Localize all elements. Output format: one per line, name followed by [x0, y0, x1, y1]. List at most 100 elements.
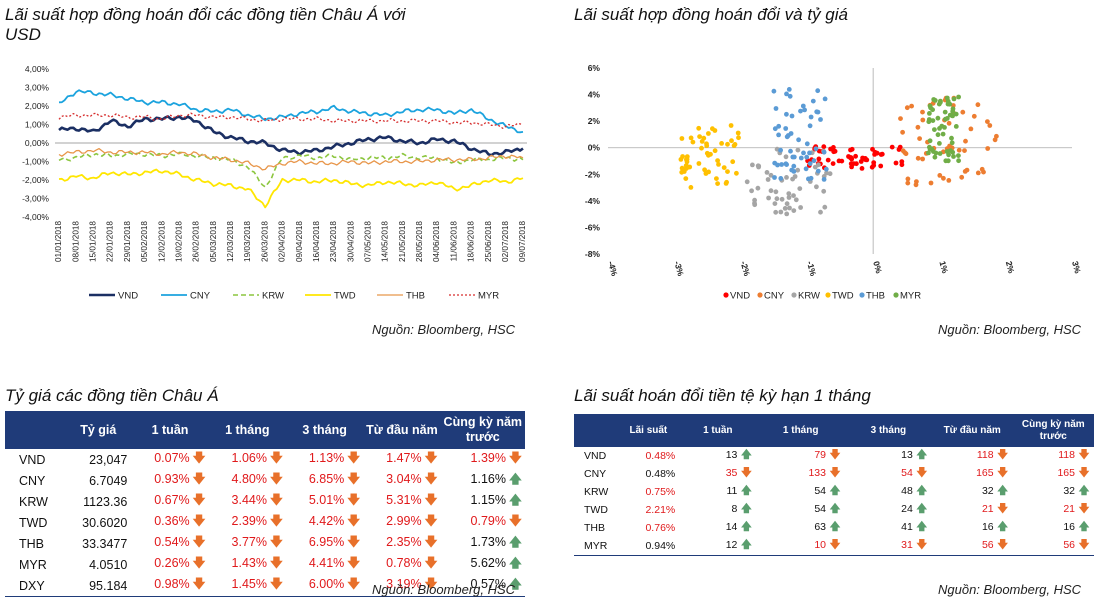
scatter-point-thb [776, 132, 781, 138]
scatter-point-twd [703, 171, 709, 176]
change-yoy-cell-value: 32 [1063, 485, 1075, 497]
arrow-down-icon: 🡇 [269, 556, 283, 570]
currency-cell: VND [5, 449, 65, 470]
scatter-point-thb [815, 168, 821, 174]
change-1w-cell: 0.98% 🡇 [131, 575, 209, 597]
swap-rate-cell: 0.48% [618, 447, 680, 465]
scatter-point-thb [772, 126, 778, 132]
x-tick-label: 23/04/2018 [329, 221, 338, 262]
change-1w-cell-value: 11 [726, 485, 738, 497]
table-row: THB 0.76% 14 🡅 63 🡅 41 🡅 16 🡅 16 🡅 [574, 519, 1094, 537]
change-3m-cell: 6.95% 🡇 [286, 533, 363, 554]
change-1m-cell-value: 54 [814, 503, 826, 515]
scatter-point-cny [909, 103, 914, 109]
scatter-point-cny [937, 173, 943, 178]
scatter-point-twd [725, 141, 730, 147]
arrow-down-icon: 🡇 [829, 467, 841, 479]
table-row: KRW 0.75% 11 🡅 54 🡅 48 🡅 32 🡅 32 🡅 [574, 483, 1094, 501]
arrow-down-icon: 🡇 [424, 514, 438, 528]
header-1m: 1 tháng [208, 411, 286, 449]
change-1w-cell-value: 8 [731, 503, 738, 515]
scatter-point-krw [827, 171, 833, 177]
change-ytd-cell-value: 2.35% [386, 535, 422, 549]
scatter-point-twd [699, 145, 704, 151]
chart1-title: Lãi suất hợp đồng hoán đổi các đồng tiền… [5, 5, 545, 45]
scatter-point-myr [937, 151, 943, 156]
table-row: THB 33.3477 0.54% 🡇 3.77% 🡇 6.95% 🡇 2.35% 🡇 1.73% 🡅 [5, 533, 525, 554]
change-1w-cell: 13 🡅 [679, 447, 756, 465]
arrow-up-icon: 🡅 [997, 521, 1009, 533]
scatter-point-myr [942, 109, 948, 115]
arrow-down-icon: 🡇 [424, 535, 438, 549]
scatter-point-myr [938, 98, 943, 104]
change-3m-cell: 54 🡇 [845, 465, 932, 483]
scatter-point-myr [928, 105, 933, 111]
scatter-point-myr [942, 125, 947, 130]
scatter-point-thb [813, 146, 819, 152]
change-1m-cell: 1.06% 🡇 [209, 449, 286, 470]
rate-cell: 23,047 [65, 449, 131, 470]
scatter-point-myr [944, 95, 950, 101]
scatter-point-krw [822, 204, 828, 210]
scatter-point-cny [928, 180, 934, 186]
table-header-row: Lãi suất 1 tuần 1 tháng 3 tháng Từ đầu n… [574, 414, 1094, 447]
scatter-point-myr [956, 153, 961, 158]
scatter-point-twd [728, 123, 734, 128]
x-tick-label: 12/03/2018 [226, 221, 235, 262]
change-yoy-cell-value: 1.73% [470, 535, 506, 549]
change-1w-cell: 14 🡅 [679, 519, 756, 537]
rate-cell-value: 33.3477 [82, 536, 128, 551]
x-tick-label: 11/06/2018 [449, 221, 458, 262]
legend-marker-twd [825, 292, 831, 298]
header-rate: Lãi suất [617, 414, 680, 447]
change-1m-cell: 133 🡇 [756, 465, 845, 483]
scatter-point-thb [786, 87, 792, 92]
change-ytd-cell-value: 56 [981, 539, 994, 551]
scatter-point-krw [744, 179, 750, 185]
scatter-point-thb [791, 163, 797, 169]
arrow-up-icon: 🡅 [740, 449, 752, 461]
rate-cell-value: 4.0510 [89, 557, 128, 572]
currency-cell-value: MYR [584, 540, 608, 552]
scatter-point-myr [932, 154, 938, 160]
scatter-point-thb [778, 147, 783, 153]
arrow-down-icon: 🡇 [347, 472, 361, 486]
change-yoy-cell: 1.16% 🡅 [441, 470, 525, 491]
scatter-point-thb [808, 175, 814, 181]
scatter-point-myr [932, 127, 937, 132]
header-1w: 1 tuần [131, 411, 209, 449]
table2-source: Nguồn: Bloomberg, HSC [938, 582, 1082, 597]
scatter-point-twd [704, 141, 709, 147]
table-row: KRW 1123.36 0.67% 🡇 3.44% 🡇 5.01% 🡇 5.31% 🡇 1.15% 🡅 [5, 491, 525, 512]
change-yoy-cell-value: 5.62% [470, 556, 506, 570]
series-line-thb [58, 147, 524, 171]
swap-rate-cell-value: 0.75% [645, 486, 676, 498]
scatter-point-krw [795, 167, 801, 173]
change-1w-cell-value: 0.26% [154, 556, 190, 570]
arrow-down-icon: 🡇 [1078, 449, 1090, 461]
change-1m-cell-value: 133 [808, 467, 826, 479]
scatter-point-krw [783, 154, 789, 160]
change-3m-cell-value: 24 [901, 503, 913, 515]
x-tick-label: 01/01/2018 [54, 221, 63, 262]
scatter-point-myr [926, 150, 931, 156]
arrow-up-icon: 🡅 [509, 577, 522, 591]
change-yoy-cell-value: 1.16% [470, 472, 506, 486]
change-1w-cell: 0.54% 🡇 [131, 533, 208, 554]
scatter-point-krw [786, 195, 792, 200]
scatter-point-krw [752, 197, 757, 203]
scatter-point-myr [953, 124, 959, 129]
change-1w-cell: 12 🡅 [679, 537, 757, 556]
change-1w-cell-value: 0.98% [154, 577, 190, 591]
scatter-point-cny [987, 123, 993, 128]
y-tick-label: -1,00% [22, 157, 49, 167]
change-3m-cell-value: 1.13% [308, 451, 345, 465]
arrow-down-icon: 🡇 [829, 449, 841, 461]
currency-cell: TWD [574, 501, 618, 519]
x-tick-label: 19/02/2018 [174, 221, 183, 262]
change-1w-cell: 0.26% 🡇 [131, 554, 208, 575]
scatter-point-krw [793, 197, 799, 203]
chart1-source: Nguồn: Bloomberg, HSC [372, 322, 516, 337]
scatter-point-krw [782, 206, 788, 211]
change-yoy-cell: 165 🡇 [1013, 465, 1094, 483]
